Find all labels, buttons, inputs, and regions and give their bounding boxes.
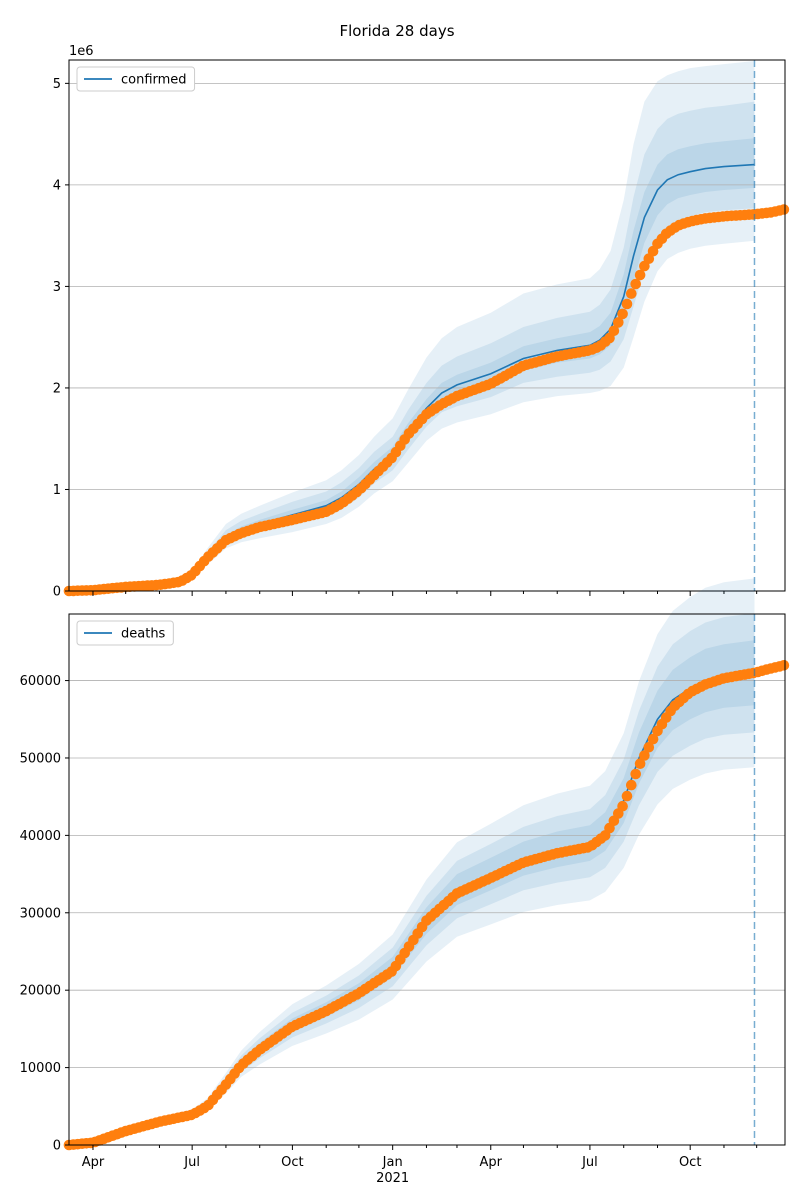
legend-box [76, 66, 196, 92]
deaths-observed-point [643, 742, 655, 753]
deaths-xtick-label: Oct [281, 1155, 303, 1170]
deaths-observed-point [639, 750, 650, 761]
deaths-ytick-label: 30000 [20, 906, 61, 921]
deaths-xtick-label: Oct [679, 1155, 701, 1170]
deaths-ytick-label: 50000 [20, 751, 61, 766]
confirmed-observed-point [630, 278, 641, 290]
deaths-panel: 0 10000 20000 30000 40000 50000 60000 Apr Jul Oc… [20, 578, 790, 1170]
confirmed-ytick-label: 1 [53, 483, 61, 498]
deaths-xtick-label: Jul [183, 1155, 200, 1170]
confirmed-ytick-label: 5 [53, 77, 61, 92]
deaths-ytick-label: 40000 [20, 829, 61, 844]
legend-box [76, 620, 174, 646]
deaths-ytick-label: 60000 [20, 674, 61, 689]
deaths-observed-point [621, 790, 633, 802]
deaths-uncertainty-bands [69, 578, 755, 1145]
confirmed-observed-point [778, 204, 790, 215]
confirmed-observed-point [634, 269, 646, 281]
deaths-observed-point [634, 758, 646, 769]
figure-title: Florida 28 days [339, 22, 454, 40]
deaths-xtick-label: Apr [480, 1155, 503, 1170]
confirmed-ytick-label: 4 [53, 178, 61, 193]
deaths-band-mid [69, 613, 755, 1145]
confirmed-x-ticks [92, 591, 758, 596]
legend-label-deaths: deaths [121, 627, 166, 642]
deaths-xtick-label: Apr [82, 1155, 105, 1170]
deaths-observed-points [63, 660, 790, 1151]
confirmed-observed-point [621, 298, 633, 310]
deaths-observed-point [647, 733, 659, 745]
deaths-band-inner [69, 640, 755, 1145]
confirmed-y-axis: 0 1 2 3 4 5 [53, 77, 69, 600]
confirmed-band-inner [69, 138, 755, 591]
deaths-y-axis: 0 10000 20000 30000 40000 50000 60000 [20, 674, 69, 1154]
confirmed-axes-frame [68, 59, 786, 592]
legend-label-confirmed: confirmed [121, 73, 187, 88]
deaths-axes-frame [68, 613, 786, 1146]
confirmed-observed-point [626, 288, 637, 299]
confirmed-band-mid [69, 101, 755, 591]
confirmed-uncertainty-bands [69, 61, 755, 591]
confirmed-ytick-label: 3 [53, 280, 61, 295]
confirmed-legend: confirmed [76, 66, 196, 92]
confirmed-ytick-label: 0 [53, 585, 61, 600]
confirmed-panel: 0 1 2 3 4 5 1e6 confirmed [53, 44, 790, 600]
deaths-observed-point [630, 768, 641, 780]
deaths-ytick-label: 10000 [20, 1061, 61, 1076]
deaths-ytick-label: 0 [53, 1139, 61, 1154]
deaths-observed-point [617, 800, 628, 812]
deaths-xtick-label: Jul [581, 1155, 598, 1170]
deaths-x-axis: Apr Jul Oct Jan Apr Jul Oct [82, 1145, 758, 1170]
deaths-observed-point [778, 660, 790, 671]
confirmed-observed-point [617, 308, 628, 320]
deaths-observed-point [626, 779, 637, 791]
confirmed-ytick-label: 2 [53, 381, 61, 396]
confirmed-observed-points [63, 204, 790, 597]
confirmed-y-scale-label: 1e6 [69, 44, 94, 59]
confirmed-observed-point [613, 317, 624, 328]
deaths-band-outer [69, 578, 755, 1145]
deaths-ytick-label: 20000 [20, 984, 61, 999]
deaths-xtick-label: Jan [382, 1155, 403, 1170]
x-axis-year-label: 2021 [376, 1171, 409, 1186]
deaths-legend: deaths [76, 620, 174, 646]
confirmed-observed-point [608, 325, 620, 337]
